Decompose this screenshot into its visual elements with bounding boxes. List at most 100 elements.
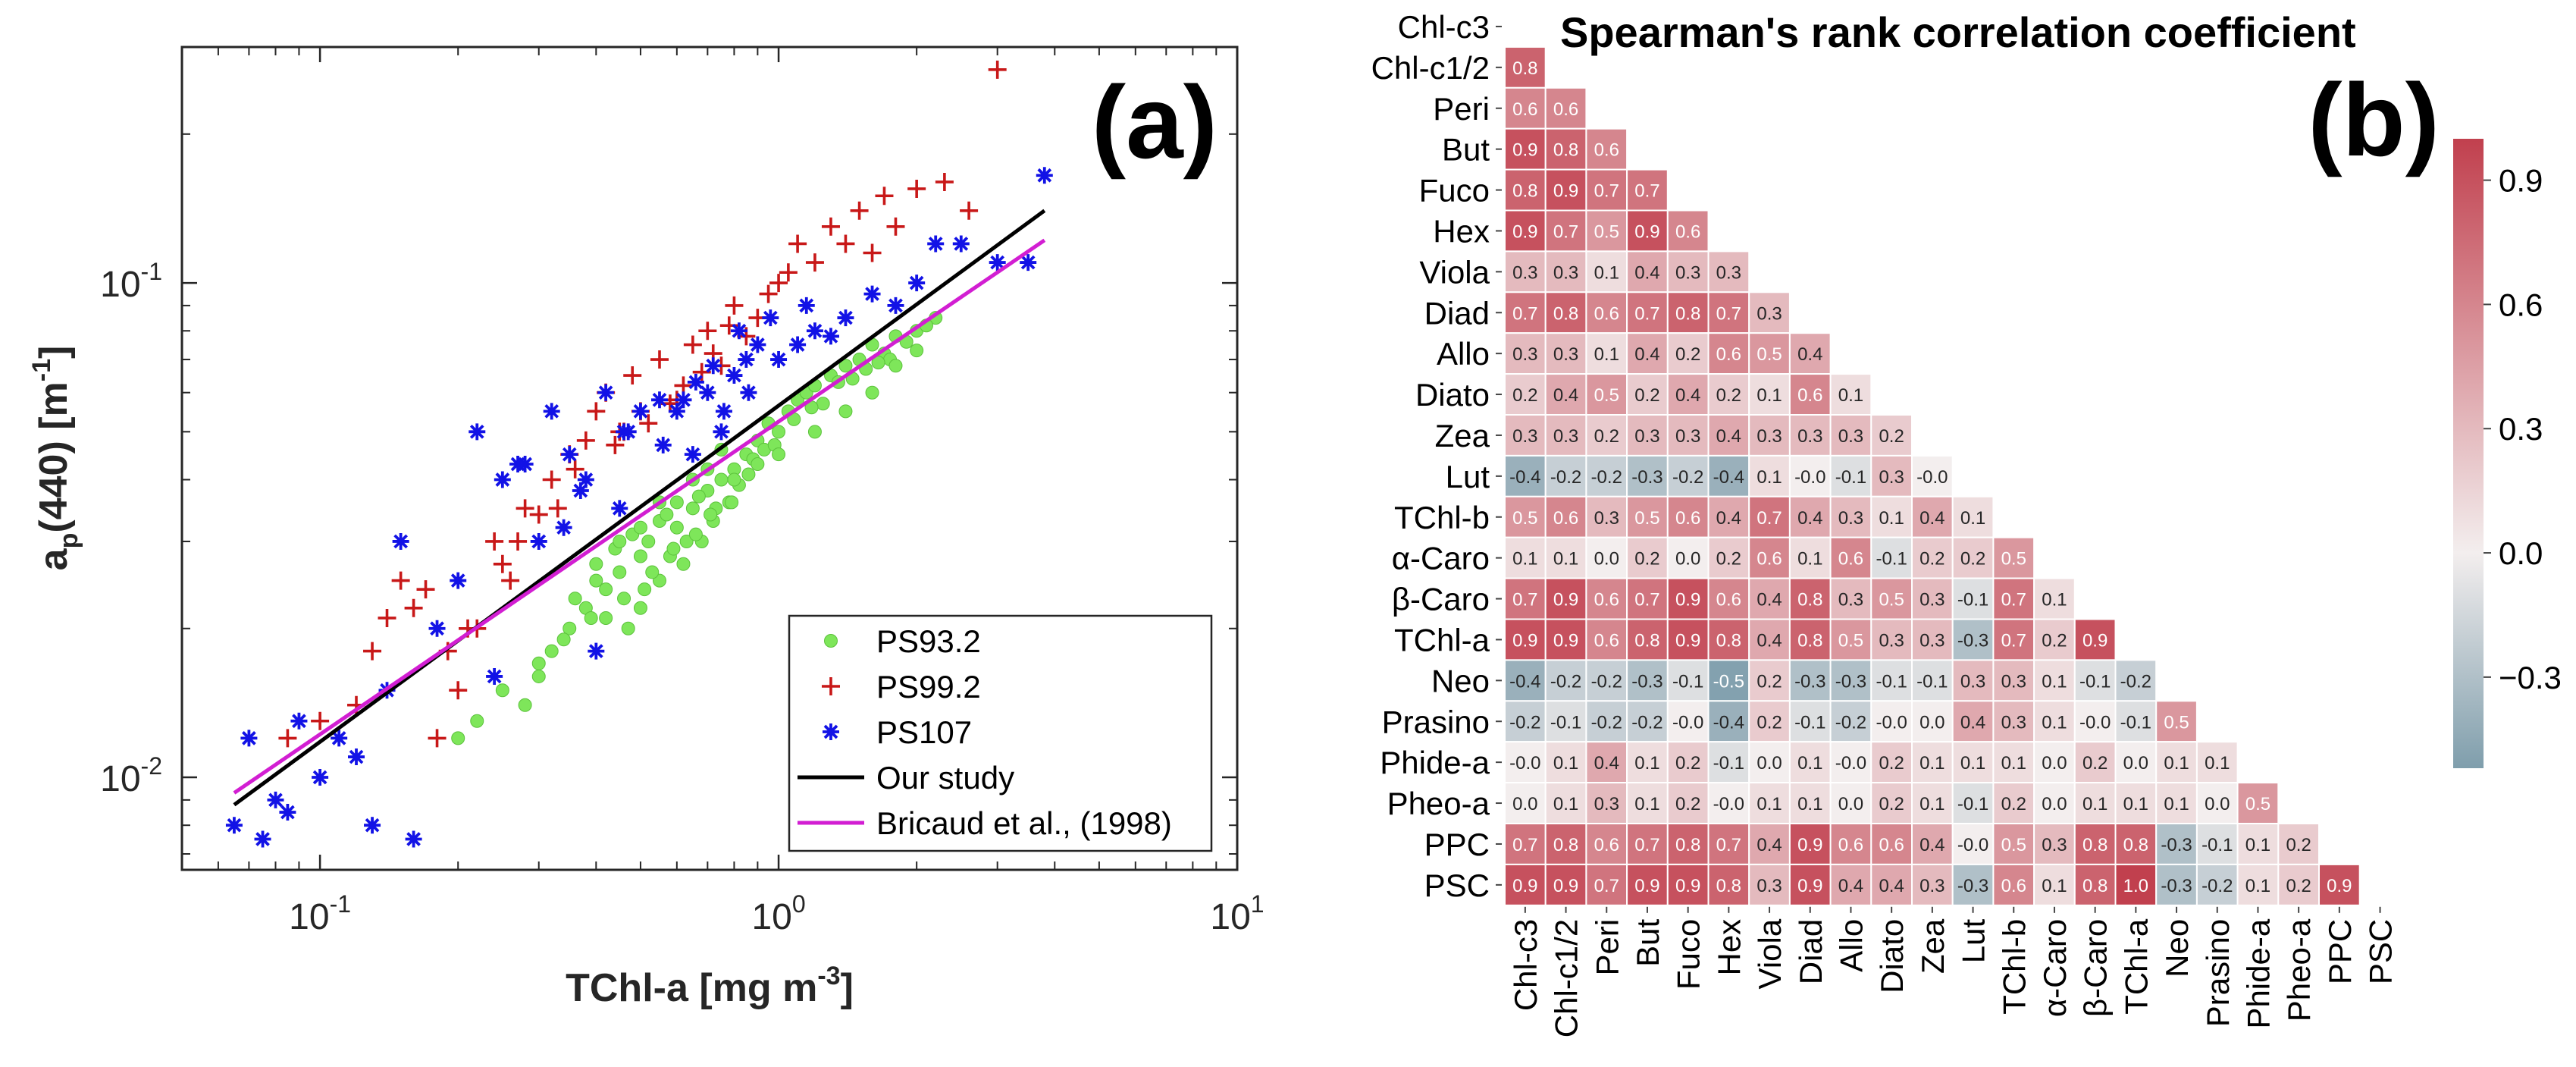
heatmap-cell	[1748, 454, 1791, 497]
heatmap-cell-value: 0.5	[2164, 712, 2189, 733]
panel-a-label: (a)	[1092, 64, 1217, 180]
heatmap-cell-value: 0.6	[1594, 835, 1619, 855]
point-ps932	[816, 397, 830, 411]
point-ps107	[704, 357, 722, 375]
heatmap-cell	[1666, 659, 1709, 702]
heatmap-cell	[1544, 495, 1587, 538]
heatmap-cell-value: 0.0	[1919, 712, 1945, 733]
point-ps932	[888, 359, 903, 373]
point-ps107	[494, 471, 511, 488]
col-label: PPC	[2322, 919, 2358, 984]
point-ps107	[740, 384, 757, 401]
heatmap-cell-value: -0.1	[1672, 671, 1703, 692]
heatmap-row-labels: Chl-c3 Chl-c1/2 Peri But Fuco Hex Viola Diad All…	[1371, 9, 1502, 903]
heatmap-cell-value: 0.2	[1675, 753, 1700, 774]
svg-text:TChl-a [mg m-3]: TChl-a [mg m-3]	[566, 962, 854, 1010]
heatmap-cell-value: 0.8	[1675, 835, 1700, 855]
heatmap-cell-value: 0.1	[1634, 794, 1659, 814]
heatmap-cell-value: 0.1	[1757, 385, 1782, 406]
heatmap-cell-value: 0.1	[1553, 794, 1578, 814]
heatmap-cell-value: 0.6	[1838, 835, 1863, 855]
heatmap-cell	[1666, 536, 1709, 579]
point-ps107	[654, 436, 672, 453]
heatmap-cell-value: 0.9	[1675, 590, 1700, 610]
point-ps992	[404, 598, 423, 617]
heatmap-cell	[1951, 741, 1995, 784]
heatmap-cell-value: 0.1	[2042, 671, 2067, 692]
heatmap-cell-value: 0.4	[1879, 876, 1904, 896]
heatmap-cell-value: -0.0	[1876, 712, 1907, 733]
point-ps992	[509, 532, 528, 551]
heatmap-cell	[1707, 577, 1750, 620]
point-ps932	[563, 621, 577, 635]
point-ps932	[669, 520, 684, 535]
heatmap-cell-value: 0.3	[1838, 590, 1863, 610]
heatmap-cell-value: 0.8	[2082, 876, 2107, 896]
point-ps932	[679, 534, 694, 548]
heatmap-cell-value: 0.9	[1553, 630, 1578, 651]
heatmap-cell-value: 0.6	[1512, 99, 1537, 120]
point-ps107	[650, 391, 668, 409]
heatmap-cell-value: -0.3	[1957, 876, 1988, 896]
point-ps932	[751, 457, 765, 472]
heatmap-cell	[2114, 700, 2158, 743]
heatmap-cell-value: -0.4	[1509, 671, 1540, 692]
point-ps107	[715, 403, 732, 420]
x-tick-base: 10	[289, 897, 329, 937]
heatmap-cell	[1911, 700, 1954, 743]
heatmap-cell-value: 0.6	[1594, 590, 1619, 610]
y-label-sub: p	[55, 533, 83, 549]
row-label: Neo	[1431, 663, 1490, 698]
point-ps932	[871, 356, 885, 370]
heatmap-cell-value: 0.1	[1757, 467, 1782, 488]
point-ps992	[788, 234, 807, 253]
point-ps992	[493, 554, 512, 573]
heatmap-cell-value: 0.3	[1838, 426, 1863, 447]
heatmap-cell	[1666, 332, 1709, 375]
x-tick-label: 101	[1210, 890, 1264, 937]
heatmap-cell	[2236, 863, 2280, 906]
heatmap-cell-value: -0.0	[1509, 753, 1540, 774]
heatmap-cell-value: 0.3	[1919, 590, 1945, 610]
heatmap-cell	[1626, 291, 1669, 334]
heatmap-cell-value: -0.3	[1957, 630, 1988, 651]
heatmap-cell-value: 0.1	[1634, 753, 1659, 774]
heatmap-cell-value: 0.3	[1512, 426, 1537, 447]
point-ps992	[278, 729, 297, 748]
heatmap-cell-value: 0.1	[1838, 385, 1863, 406]
heatmap-cell-value: 0.4	[1675, 385, 1700, 406]
heatmap-cell	[1666, 495, 1709, 538]
point-ps992	[606, 435, 625, 454]
point-ps992	[779, 263, 798, 282]
heatmap-cell-value: 0.9	[1634, 876, 1659, 896]
colorbar-gradient	[2453, 139, 2484, 768]
point-ps932	[676, 557, 691, 571]
point-ps107	[348, 748, 365, 766]
point-ps992	[960, 201, 979, 220]
heatmap-cell	[2114, 782, 2158, 824]
point-ps932	[772, 425, 786, 439]
heatmap-cell-value: -0.2	[2120, 671, 2151, 692]
heatmap-cell-value: 0.9	[1512, 876, 1537, 896]
point-ps932	[621, 621, 635, 635]
heatmap-cell	[2073, 741, 2117, 784]
x-label-sup: -3	[817, 962, 840, 990]
colorbar-tick-label: 0.6	[2499, 287, 2543, 322]
point-ps992	[576, 431, 595, 450]
heatmap-cell	[1911, 577, 1954, 620]
point-ps932	[704, 507, 718, 522]
legend-our-study-label: Our study	[876, 760, 1014, 796]
legend-ps93-2-marker	[824, 634, 838, 648]
heatmap-cell-value: 0.3	[2001, 671, 2026, 692]
heatmap-cell-value: 0.1	[1553, 753, 1578, 774]
heatmap-cell-value: 0.9	[1634, 221, 1659, 242]
heatmap-cell	[1544, 168, 1587, 212]
x-tick-exp: 1	[1251, 890, 1264, 918]
heatmap-cell-value: 0.3	[1512, 262, 1537, 283]
heatmap-cell	[1626, 414, 1669, 457]
heatmap-cell-value: 0.1	[1553, 549, 1578, 570]
heatmap-cell-value: 0.1	[1919, 753, 1945, 774]
heatmap-cell	[2195, 863, 2239, 906]
colorbar-tick-label: 0.0	[2499, 535, 2543, 571]
